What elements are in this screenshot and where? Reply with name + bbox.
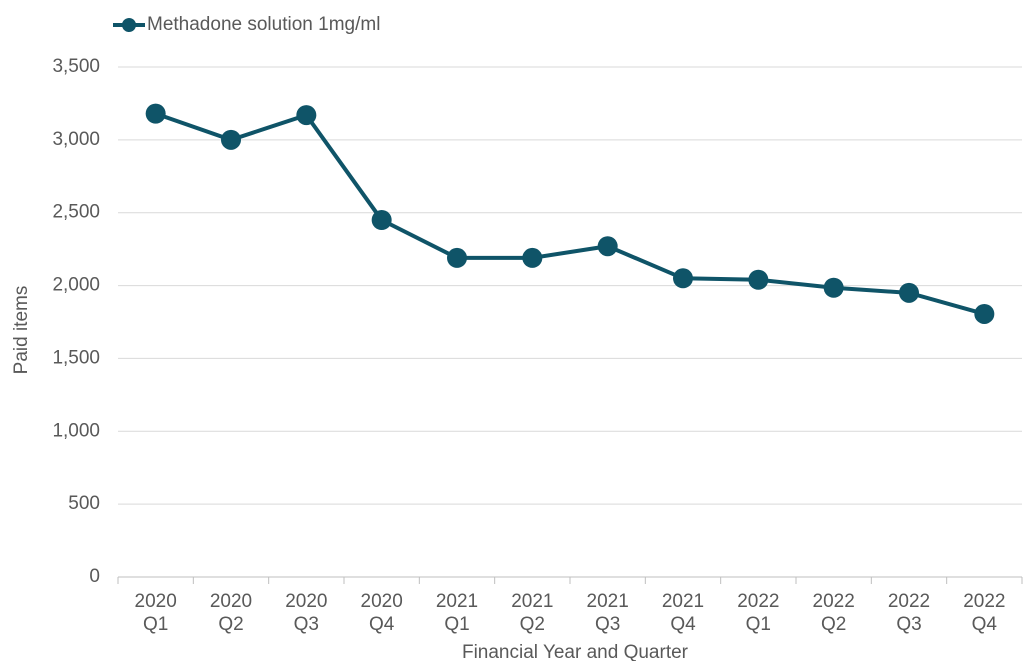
x-tick-label: 2021 Q4: [661, 591, 705, 635]
point: [371, 210, 392, 230]
x-tick-label: 2021 Q2: [511, 591, 554, 635]
point: [522, 247, 543, 268]
y-tick-label: 2,500: [52, 202, 100, 223]
y-tick-label: 3,500: [52, 56, 100, 77]
point: [221, 129, 241, 150]
x-tick-label: 2022 Q4: [963, 591, 1006, 635]
legend-label: Methadone solution 1mg/ml: [147, 14, 380, 35]
point: [447, 247, 467, 268]
x-tick-label: 2022 Q3: [887, 591, 931, 635]
y-tick-label: 500: [68, 493, 100, 514]
line: [155, 111, 985, 316]
x-tick-label: 2020 Q3: [285, 591, 328, 635]
y-tick-label: 1,000: [52, 420, 100, 441]
point: [748, 269, 769, 290]
point: [899, 282, 919, 303]
x-tick-label: 2021 Q3: [586, 591, 629, 635]
point: [673, 268, 693, 289]
x-axis-title: Financial Year and Quarter: [462, 642, 689, 661]
x-tick-label: 2020 Q2: [209, 591, 253, 635]
y-axis-title: Paid items: [11, 286, 32, 375]
y-tick-label: 1,500: [52, 347, 100, 368]
y-tick-label: 3,000: [52, 129, 100, 150]
legend-marker: [122, 18, 136, 32]
y-tick-label: 0: [89, 566, 100, 587]
y-tick-label: 2,000: [52, 275, 100, 296]
point: [296, 105, 317, 126]
point: [974, 303, 995, 324]
x-tick-label: 2022 Q1: [737, 591, 780, 635]
x-tick-label: 2020 Q4: [360, 591, 403, 635]
point: [823, 277, 844, 298]
x-tick-label: 2021 Q1: [435, 591, 479, 635]
x-tick-label: 2020 Q1: [134, 591, 177, 635]
x-tick-label: 2022 Q2: [812, 591, 855, 635]
point: [145, 103, 166, 124]
point: [597, 236, 618, 257]
